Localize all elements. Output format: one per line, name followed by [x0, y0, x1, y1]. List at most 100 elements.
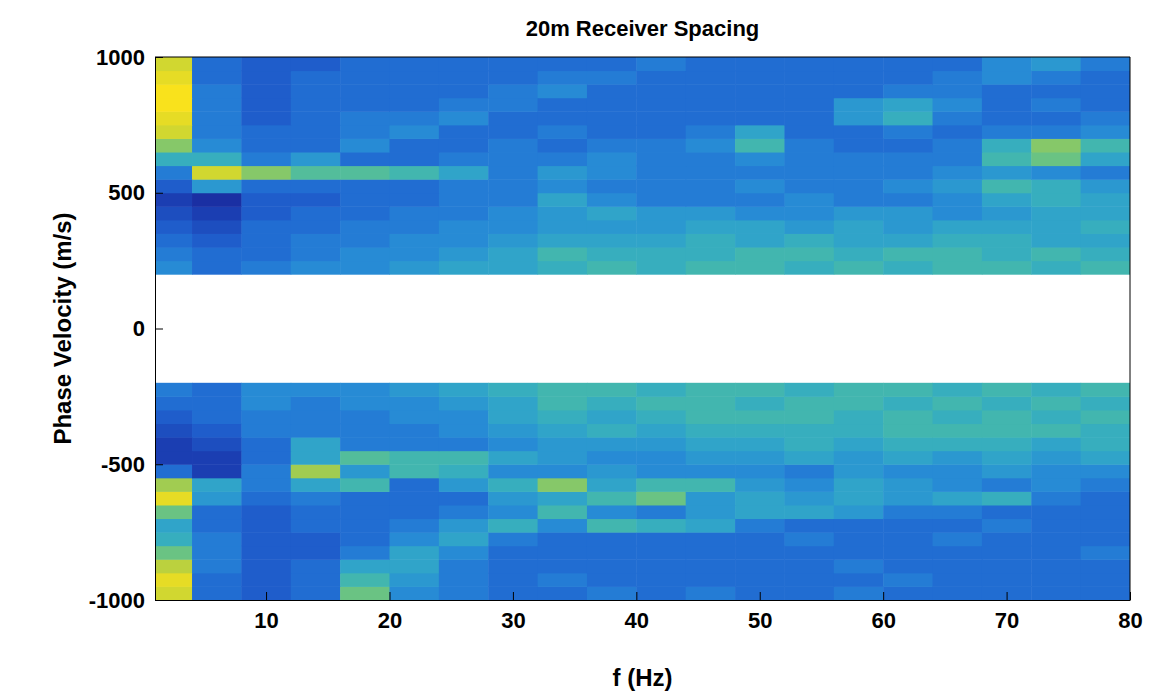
heatmap-cell	[784, 437, 834, 451]
y-tick: -500	[101, 452, 163, 477]
heatmap-cell	[883, 57, 933, 71]
heatmap-cell	[340, 193, 390, 207]
heatmap-cell	[538, 98, 588, 112]
y-tick-mark	[155, 600, 163, 601]
heatmap-cell	[291, 396, 341, 410]
heatmap-cell	[883, 166, 933, 180]
y-tick-label: -500	[101, 452, 145, 477]
heatmap-cell	[439, 519, 489, 533]
heatmap-cell	[241, 383, 291, 397]
heatmap-cell	[784, 464, 834, 478]
heatmap-cell	[538, 505, 588, 519]
heatmap-cell	[933, 505, 983, 519]
heatmap-cell	[587, 396, 637, 410]
heatmap-cell	[784, 519, 834, 533]
x-tick: 60	[871, 592, 895, 633]
heatmap-cell	[538, 491, 588, 505]
heatmap-cell	[389, 247, 439, 261]
heatmap-cell	[587, 573, 637, 587]
heatmap-cell	[1081, 220, 1130, 234]
heatmap-cell	[1081, 451, 1130, 465]
heatmap-cell	[389, 464, 439, 478]
heatmap-cell	[784, 152, 834, 166]
heatmap-cell	[636, 84, 686, 98]
heatmap-cell	[488, 546, 538, 560]
heatmap-cell	[883, 451, 933, 465]
heatmap-cell	[192, 519, 242, 533]
heatmap-cell	[933, 261, 983, 275]
heatmap-cell	[1031, 166, 1081, 180]
heatmap-cell	[439, 424, 489, 438]
heatmap-cell	[1081, 491, 1130, 505]
heatmap-cell	[389, 586, 439, 600]
heatmap-cell	[439, 383, 489, 397]
heatmap-cell	[834, 98, 884, 112]
heatmap-cell	[340, 125, 390, 139]
heatmap-cell	[933, 519, 983, 533]
heatmap-cell	[241, 57, 291, 71]
heatmap-cell	[1081, 247, 1130, 261]
heatmap-cell	[155, 261, 193, 275]
heatmap-cell	[192, 491, 242, 505]
heatmap-cell	[686, 532, 736, 546]
heatmap-cell	[192, 261, 242, 275]
heatmap-cell	[389, 138, 439, 152]
heatmap-cell	[1031, 505, 1081, 519]
heatmap-cell	[636, 179, 686, 193]
heatmap-cell	[1031, 179, 1081, 193]
heatmap-cell	[784, 220, 834, 234]
heatmap-cell	[587, 532, 637, 546]
heatmap-cell	[834, 261, 884, 275]
heatmap-cell	[1081, 396, 1130, 410]
y-tick-mark	[155, 464, 163, 465]
heatmap-cell	[155, 179, 193, 193]
heatmap-cell	[735, 491, 785, 505]
heatmap-cell	[291, 573, 341, 587]
heatmap-cell	[439, 464, 489, 478]
heatmap-cell	[439, 410, 489, 424]
heatmap-cell	[784, 166, 834, 180]
heatmap-cell	[883, 111, 933, 125]
heatmap-cell	[488, 84, 538, 98]
heatmap-cell	[291, 138, 341, 152]
x-tick-label: 60	[871, 608, 895, 633]
y-tick-label: -1000	[89, 588, 145, 613]
heatmap-cell	[735, 532, 785, 546]
heatmap-cell	[241, 396, 291, 410]
heatmap-cell	[340, 233, 390, 247]
heatmap-cell	[587, 206, 637, 220]
heatmap-cell	[1081, 111, 1130, 125]
heatmap-cell	[587, 451, 637, 465]
heatmap-cell	[686, 396, 736, 410]
heatmap-cell	[192, 125, 242, 139]
heatmap-cell	[389, 57, 439, 71]
heatmap-cell	[636, 519, 686, 533]
heatmap-cell	[883, 478, 933, 492]
heatmap-cell	[636, 247, 686, 261]
heatmap-cell	[241, 451, 291, 465]
heatmap-cell	[488, 57, 538, 71]
heatmap-cell	[439, 111, 489, 125]
heatmap-cell	[686, 84, 736, 98]
heatmap-cell	[1031, 247, 1081, 261]
heatmap-cell	[488, 98, 538, 112]
heatmap-cell	[982, 546, 1032, 560]
heatmap-cell	[735, 559, 785, 573]
heatmap-cell	[587, 505, 637, 519]
heatmap-cell	[883, 410, 933, 424]
heatmap-cell	[587, 437, 637, 451]
heatmap-cell	[155, 57, 193, 71]
heatmap-cell	[389, 152, 439, 166]
heatmap-cell	[241, 491, 291, 505]
y-axis: -1000-50005001000	[89, 45, 163, 613]
heatmap-cell	[982, 193, 1032, 207]
heatmap-cell	[784, 261, 834, 275]
heatmap-cell	[784, 532, 834, 546]
heatmap-cell	[241, 519, 291, 533]
heatmap-cell	[982, 586, 1032, 600]
heatmap-cell	[192, 84, 242, 98]
heatmap-cell	[1081, 71, 1130, 85]
heatmap-cell	[439, 138, 489, 152]
heatmap-cell	[1031, 464, 1081, 478]
heatmap-cell	[439, 437, 489, 451]
